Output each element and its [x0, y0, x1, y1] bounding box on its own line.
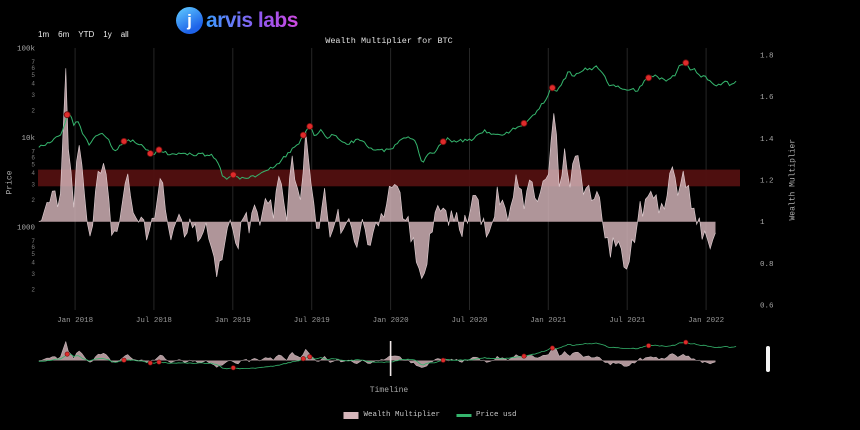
- price-minor-tick-label: 6: [31, 65, 35, 72]
- multiplier-tick-label: 1: [760, 219, 765, 227]
- brand-logo-text: arvis labs: [206, 8, 298, 32]
- signal-dot: [306, 123, 314, 130]
- nav-signal-dot: [156, 359, 162, 365]
- multiplier-tick-label: 0.6: [760, 303, 774, 311]
- range-button-ytd[interactable]: YTD: [78, 30, 95, 39]
- x-tick-label: Jul 2020: [451, 317, 488, 325]
- legend: Wealth Multiplier Price usd: [343, 411, 517, 419]
- signal-dot: [645, 74, 652, 82]
- price-minor-tick-label: 2: [31, 287, 35, 294]
- price-tick-label: 10k: [21, 135, 35, 143]
- legend-label-multiplier: Wealth Multiplier: [363, 411, 440, 419]
- x-tick-label: Jan 2020: [373, 317, 410, 325]
- nav-signal-dot: [440, 357, 446, 363]
- price-minor-tick-label: 5: [31, 251, 35, 258]
- range-button-1m[interactable]: 1m: [38, 30, 50, 39]
- price-minor-tick-label: 6: [31, 154, 35, 161]
- price-minor-tick-label: 4: [31, 260, 35, 267]
- signal-dot: [682, 59, 690, 67]
- price-minor-tick-label: 5: [31, 72, 35, 79]
- x-tick-label: Jul 2018: [136, 317, 172, 325]
- timeline-axis-title: Timeline: [369, 386, 409, 395]
- price-tick-label: 100k: [17, 46, 36, 54]
- legend-swatch-multiplier: [343, 411, 359, 419]
- signal-dot: [549, 84, 556, 92]
- signal-dot: [63, 111, 71, 119]
- x-tick-label: Jan 2018: [57, 317, 93, 325]
- multiplier-tick-label: 1.2: [760, 178, 774, 186]
- threshold-band: [38, 169, 740, 187]
- price-minor-tick-label: 7: [31, 59, 35, 66]
- range-selector: 1m 6m YTD 1y all: [38, 30, 129, 40]
- signal-dot: [146, 150, 154, 157]
- price-minor-tick-label: 7: [31, 238, 35, 245]
- nav-signal-dot: [646, 343, 652, 349]
- nav-multiplier-outline: [38, 340, 716, 368]
- x-tick-label: Jan 2021: [530, 317, 567, 325]
- multiplier-tick-label: 1.8: [760, 53, 774, 61]
- price-axis-title: Price: [5, 170, 15, 195]
- nav-signal-dot: [300, 356, 306, 362]
- nav-signal-dot: [230, 365, 236, 371]
- price-minor-tick-label: 5: [31, 161, 35, 168]
- multiplier-tick-label: 1.6: [760, 94, 774, 102]
- multiplier-tick-label: 1.4: [760, 136, 774, 144]
- range-button-1y[interactable]: 1y: [103, 30, 112, 39]
- price-minor-tick-label: 6: [31, 244, 35, 251]
- multiplier-area: [38, 68, 716, 279]
- price-minor-tick-label: 2: [31, 108, 35, 115]
- legend-swatch-price: [456, 413, 471, 417]
- x-tick-label: Jul 2021: [609, 317, 646, 325]
- x-tick-label: Jul 2019: [294, 317, 330, 325]
- range-button-all[interactable]: all: [120, 30, 129, 39]
- nav-signal-dot: [307, 354, 313, 360]
- price-tick-label: 1000: [17, 225, 36, 233]
- nav-signal-dot: [121, 357, 127, 363]
- multiplier-tick-label: 0.8: [760, 261, 774, 269]
- brand-logo[interactable]: j arvis labs: [176, 7, 298, 34]
- chart-title: Wealth Multiplier for BTC: [325, 36, 453, 46]
- price-minor-tick-label: 2: [31, 197, 35, 204]
- signal-dot: [299, 131, 307, 139]
- price-minor-tick-label: 3: [31, 181, 35, 188]
- nav-signal-dot: [147, 360, 153, 366]
- signal-dot: [520, 119, 528, 127]
- price-minor-tick-label: 7: [31, 148, 35, 155]
- brand-logo-mark-icon: j: [176, 7, 203, 34]
- nav-multiplier-area: [38, 341, 716, 368]
- price-minor-tick-label: 4: [31, 170, 35, 177]
- nav-signal-dot: [683, 339, 689, 345]
- legend-item-multiplier[interactable]: Wealth Multiplier: [343, 411, 440, 419]
- signal-dot: [229, 171, 237, 179]
- price-minor-tick-label: 4: [31, 81, 35, 88]
- nav-signal-dot: [521, 353, 527, 359]
- multiplier-outline: [38, 68, 716, 280]
- x-tick-label: Jan 2022: [688, 317, 724, 325]
- range-button-6m[interactable]: 6m: [58, 30, 70, 39]
- signal-dot: [120, 137, 128, 145]
- signal-dot: [155, 146, 163, 154]
- price-line: [38, 62, 737, 180]
- nav-signal-dot: [64, 351, 70, 357]
- nav-range-handle[interactable]: [766, 346, 770, 372]
- multiplier-axis-title: Wealth Multiplier: [788, 138, 798, 221]
- signal-dot: [439, 138, 447, 146]
- price-minor-tick-label: 3: [31, 271, 35, 278]
- legend-label-price: Price usd: [476, 411, 517, 419]
- price-minor-tick-label: 3: [31, 92, 35, 99]
- legend-item-price[interactable]: Price usd: [456, 411, 517, 419]
- x-tick-label: Jan 2019: [215, 317, 251, 325]
- nav-price-line: [38, 341, 737, 370]
- nav-signal-dot: [549, 345, 555, 351]
